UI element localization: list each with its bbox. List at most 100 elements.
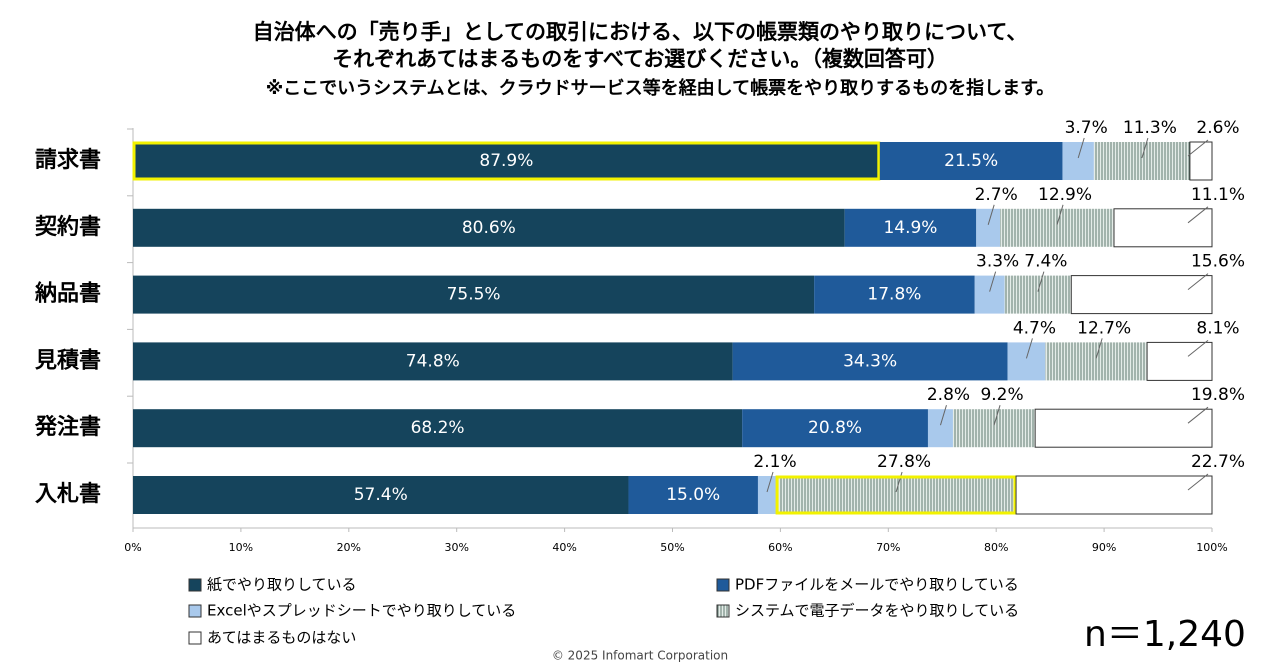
bar-segment [974, 275, 1005, 314]
x-tick-label: 20% [337, 541, 361, 554]
bar-segment [133, 275, 815, 314]
highlight [775, 475, 1017, 515]
category-label: 請求書 [35, 147, 101, 173]
legend-swatch [188, 604, 202, 618]
legend-label: 紙でやり取りしている [207, 576, 357, 594]
data-label: 19.8% [1191, 385, 1245, 405]
legend-swatch [188, 578, 202, 592]
bar-segment [1146, 341, 1213, 381]
bar-segment [927, 409, 953, 448]
data-label: 12.7% [1077, 318, 1131, 338]
x-tick-label: 80% [984, 541, 1008, 554]
data-label: 68.2% [411, 418, 465, 438]
legend-label: Excelやスプレッドシートでやり取りしている [207, 602, 516, 620]
data-label: 21.5% [944, 151, 998, 171]
x-tick-label: 60% [768, 541, 792, 554]
data-label: 14.9% [883, 218, 937, 238]
leader-line [1187, 139, 1209, 157]
leader-line [1187, 340, 1209, 357]
data-label: 15.0% [666, 485, 720, 505]
data-label: 27.8% [877, 452, 931, 472]
category-label: 見積書 [35, 347, 101, 373]
category-label: 入札書 [35, 481, 101, 507]
data-label: 15.6% [1191, 252, 1245, 272]
bar-segment [1015, 475, 1213, 515]
bar-segment [1070, 275, 1213, 315]
bar-segment [628, 476, 758, 514]
bar-segment [844, 208, 977, 247]
data-label: 74.8% [406, 351, 460, 371]
data-label: 57.4% [354, 485, 408, 505]
data-label: 3.3% [976, 252, 1019, 272]
data-label: 11.3% [1123, 118, 1177, 138]
bar-segment [814, 275, 975, 314]
data-label: 20.8% [808, 418, 862, 438]
copyright: © 2025 Infomart Corporation [552, 649, 728, 663]
bar-segment [1189, 141, 1213, 181]
legend-label: システムで電子データをやり取りしている [735, 602, 1019, 620]
sample-size: n＝1,240 [1084, 614, 1246, 655]
data-label: 8.1% [1196, 318, 1239, 338]
leader-line [1037, 271, 1045, 292]
leader-line [993, 405, 1001, 426]
data-label: 75.5% [447, 285, 501, 305]
bar-segment [1113, 208, 1213, 248]
category-label: 発注書 [34, 414, 101, 440]
bar-segment [976, 208, 1001, 247]
legend-label: PDFファイルをメールでやり取りしている [735, 576, 1019, 594]
leader-line [1187, 473, 1209, 491]
x-tick-label: 90% [1092, 541, 1116, 554]
bar-segment [1007, 342, 1046, 381]
x-tick-label: 30% [444, 541, 468, 554]
data-label: 17.8% [867, 285, 921, 305]
data-label: 7.4% [1024, 252, 1067, 272]
leader-line [895, 471, 903, 493]
data-label: 4.7% [1013, 318, 1056, 338]
leader-line [1095, 338, 1103, 359]
x-tick-label: 40% [552, 541, 576, 554]
legend-swatch [716, 578, 730, 592]
highlight [132, 141, 881, 181]
data-label: 11.1% [1191, 185, 1245, 205]
category-label: 納品書 [34, 281, 101, 307]
title-line: それぞれあてはまるものをすべてお選びください。（複数回答可） [332, 47, 948, 71]
bar-segment [732, 342, 1008, 381]
bar-segment [133, 476, 629, 514]
bar-segment [1062, 142, 1094, 180]
data-label: 87.9% [479, 151, 533, 171]
x-tick-label: 50% [660, 541, 684, 554]
leader-line [989, 271, 997, 292]
legend-swatch [716, 604, 730, 618]
title-line: 自治体への「売り手」としての取引における、以下の帳票類のやり取りについて、 [253, 20, 1028, 44]
x-tick-label: 0% [124, 541, 141, 554]
leader-line [1141, 137, 1149, 159]
leader-line [1187, 206, 1209, 224]
bar-segment [952, 409, 1036, 448]
bar-segment [133, 409, 743, 448]
data-label: 9.2% [980, 385, 1023, 405]
bar-segment [133, 208, 845, 247]
x-tick-label: 70% [876, 541, 900, 554]
leader-line [1077, 137, 1085, 159]
leader-line [1187, 273, 1209, 290]
bar-segment [1045, 342, 1148, 381]
data-label: 3.7% [1065, 118, 1108, 138]
bar-segment [1093, 142, 1190, 180]
bar-segment [757, 476, 777, 514]
legend-swatch [188, 631, 202, 645]
bar-segment [879, 142, 1063, 180]
leader-line [939, 405, 947, 426]
legend-label: あてはまるものはない [207, 629, 356, 647]
subtitle: ※ここでいうシステムとは、クラウドサービス等を経由して帳票をやり取りするものを指… [266, 77, 1055, 99]
leader-line [1025, 338, 1033, 359]
bar-segment [776, 476, 1017, 514]
leader-line [766, 471, 774, 493]
leader-line [1187, 406, 1209, 424]
category-label: 契約書 [35, 214, 101, 240]
bar-segment [133, 142, 880, 180]
data-label: 2.7% [975, 185, 1018, 205]
data-label: 12.9% [1038, 185, 1092, 205]
x-tick-label: 100% [1196, 541, 1227, 554]
data-label: 22.7% [1191, 452, 1245, 472]
bar-segment [1004, 275, 1072, 314]
